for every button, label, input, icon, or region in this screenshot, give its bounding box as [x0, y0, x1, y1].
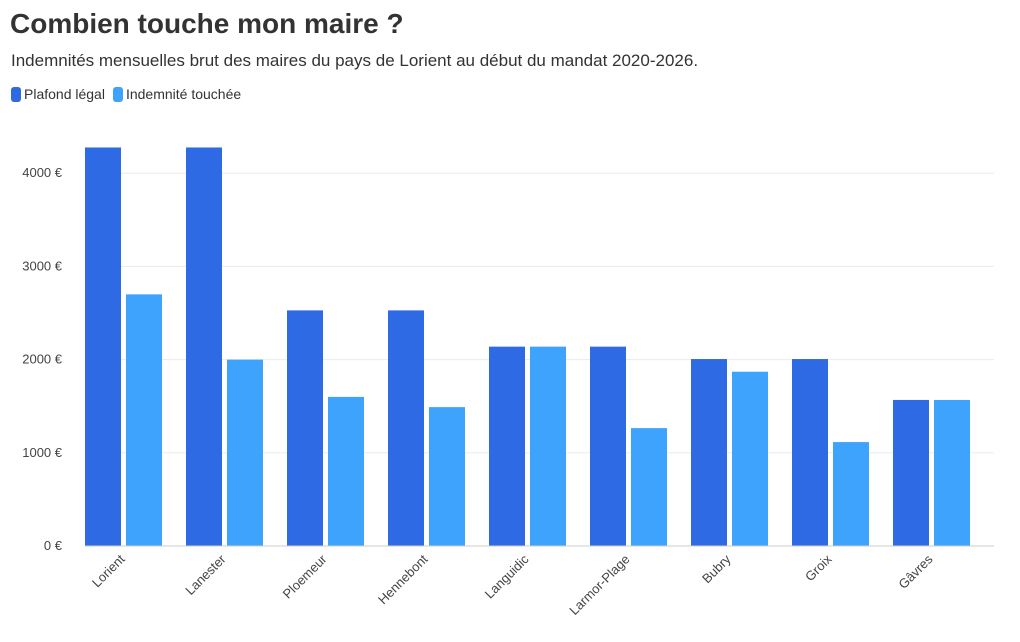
x-tick-label: Ploemeur [280, 551, 330, 601]
bar-plafond[interactable] [85, 147, 121, 546]
bar-indemnite[interactable] [732, 371, 768, 546]
bar-plafond[interactable] [590, 346, 626, 546]
x-tick-label: Languidic [482, 551, 532, 601]
legend-item-indemnite[interactable]: Indemnité touchée [112, 86, 242, 102]
bar-plafond[interactable] [388, 310, 424, 546]
legend: Plafond légal Indemnité touchée [11, 86, 249, 102]
y-tick-label: 1000 € [22, 445, 63, 460]
chart-title: Combien touche mon maire ? [10, 8, 404, 39]
x-tick-label: Hennebont [375, 551, 431, 607]
x-tick-label: Lanester [182, 551, 229, 598]
legend-label-indemnite: Indemnité touchée [125, 86, 242, 102]
bar-indemnite[interactable] [833, 442, 869, 546]
legend-swatch-plafond [11, 86, 21, 102]
bar-plafond[interactable] [792, 359, 828, 546]
bar-indemnite[interactable] [328, 396, 364, 546]
y-tick-label: 3000 € [22, 258, 63, 273]
legend-swatch-indemnite [112, 86, 123, 102]
legend-item-plafond[interactable]: Plafond légal [11, 86, 105, 102]
x-tick-label: Larmor-Plage [566, 552, 632, 618]
bar-indemnite[interactable] [530, 346, 566, 546]
bar-plafond[interactable] [893, 399, 929, 546]
y-tick-label: 0 € [44, 538, 63, 553]
bar-indemnite[interactable] [227, 359, 263, 546]
y-tick-label: 2000 € [22, 352, 63, 367]
y-tick-label: 4000 € [22, 165, 63, 180]
chart-subtitle: Indemnités mensuelles brut des maires du… [11, 51, 699, 70]
bar-indemnite[interactable] [429, 407, 465, 546]
bar-indemnite[interactable] [934, 399, 970, 546]
bar-indemnite[interactable] [631, 428, 667, 546]
x-tick-label: Groix [802, 551, 835, 584]
bar-indemnite[interactable] [126, 294, 162, 546]
bar-plafond[interactable] [186, 147, 222, 546]
legend-label-plafond: Plafond légal [24, 86, 105, 102]
bar-plafond[interactable] [287, 310, 323, 546]
x-tick-label: Lorient [89, 551, 128, 590]
bar-plafond[interactable] [691, 359, 727, 546]
x-tick-label: Gâvres [895, 551, 936, 592]
x-tick-label: Bubry [699, 551, 734, 586]
bar-plafond[interactable] [489, 346, 525, 546]
